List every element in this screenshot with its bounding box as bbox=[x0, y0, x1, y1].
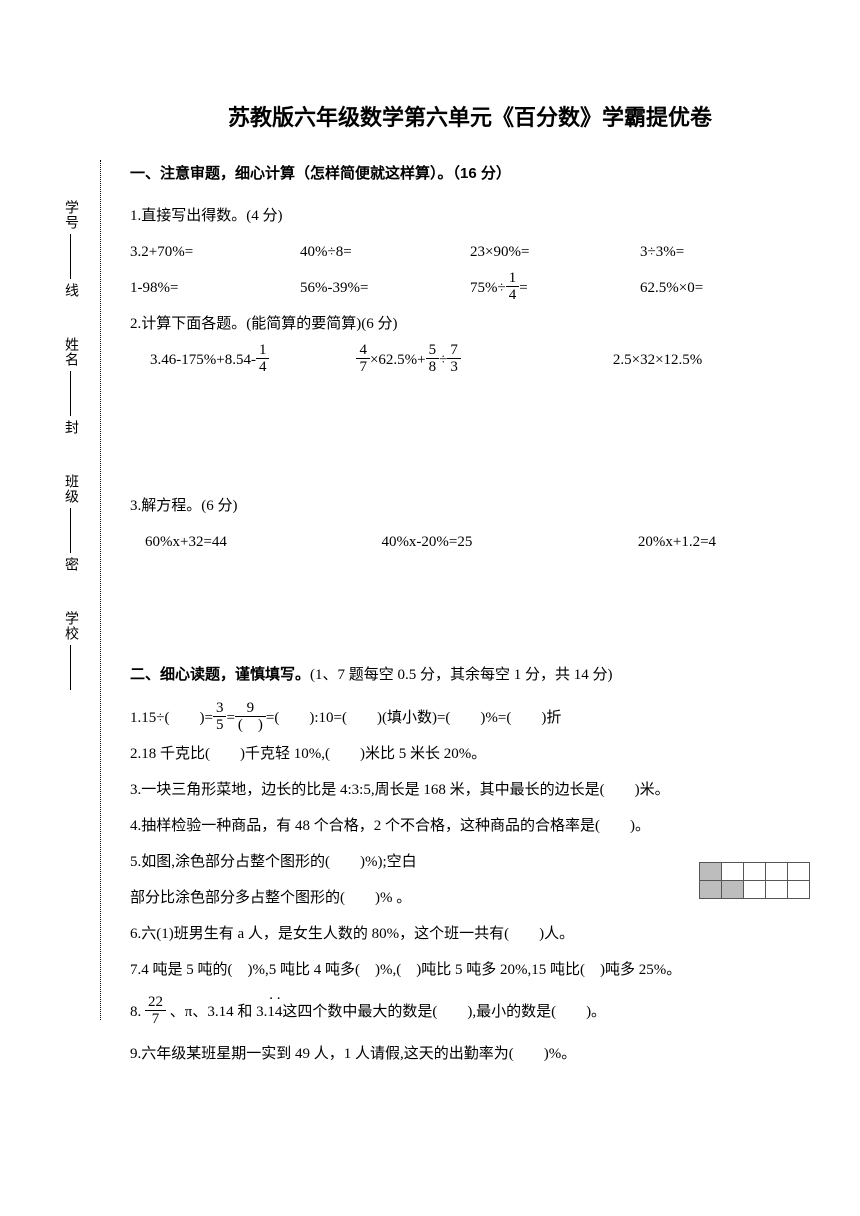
text: ×62.5%+ bbox=[370, 352, 426, 368]
expr: 3.46-175%+8.54-14 bbox=[130, 342, 356, 378]
s2-q8: 8. 227 、π、3.14 和 3.14这四个数中最大的数是( ),最小的数是… bbox=[130, 994, 810, 1030]
s2-q5: 5.如图,涂色部分占整个图形的( )%);空白 部分比涂色部分多占整个图形的( … bbox=[130, 844, 810, 916]
q1-row1: 3.2+70%= 40%÷8= 23×90%= 3÷3%= bbox=[130, 234, 810, 270]
text: ÷ bbox=[439, 352, 447, 368]
vline bbox=[70, 371, 71, 416]
fraction: 47 bbox=[356, 342, 370, 376]
text: =( ):10=( )(填小数)=( )%=( )折 bbox=[266, 710, 561, 726]
expr: 40%÷8= bbox=[300, 234, 470, 270]
s2-q7: 7.4 吨是 5 吨的( )%,5 吨比 4 吨多( )%,( )吨比 5 吨多… bbox=[130, 952, 810, 988]
text: 、π、3.14 和 3. bbox=[166, 1004, 267, 1020]
recurring-digit: 4 bbox=[275, 994, 283, 1030]
expr: 3.2+70%= bbox=[130, 234, 300, 270]
q2-row: 3.46-175%+8.54-14 47×62.5%+58÷73 2.5×32×… bbox=[130, 342, 810, 378]
grid-figure bbox=[699, 862, 810, 899]
expr: 60%x+32=44 bbox=[130, 524, 356, 560]
field-name: 姓名 bbox=[60, 337, 80, 367]
text: 3.46-175%+8.54- bbox=[150, 352, 256, 368]
s2-q2: 2.18 千克比( )千克轻 10%,( )米比 5 米长 20%。 bbox=[130, 736, 810, 772]
text: = bbox=[519, 280, 527, 296]
expr: 40%x-20%=25 bbox=[356, 524, 582, 560]
fraction: 227 bbox=[145, 994, 166, 1028]
expr: 3÷3%= bbox=[640, 234, 810, 270]
mark-xian: 线 bbox=[60, 283, 80, 297]
recurring-digit: 1 bbox=[267, 994, 275, 1030]
s2-q4: 4.抽样检验一种商品，有 48 个合格，2 个不合格，这种商品的合格率是( )。 bbox=[130, 808, 810, 844]
q1-title: 1.直接写出得数。(4 分) bbox=[130, 198, 810, 234]
text: 二、细心读题，谨慎填写。 bbox=[130, 666, 310, 683]
text: (1、7 题每空 0.5 分，其余每空 1 分，共 14 分) bbox=[310, 667, 613, 683]
text: 75%÷ bbox=[470, 280, 506, 296]
field-school: 学校 bbox=[60, 611, 80, 641]
s2-q9: 9.六年级某班星期一实到 49 人，1 人请假,这天的出勤率为( )%。 bbox=[130, 1036, 810, 1072]
fraction: 73 bbox=[447, 342, 461, 376]
fraction: 9( ) bbox=[235, 700, 266, 734]
expr: 23×90%= bbox=[470, 234, 640, 270]
expr: 2.5×32×12.5% bbox=[583, 342, 809, 378]
binding-margin: 学号 线 姓名 封 班级 密 学校 bbox=[50, 200, 90, 980]
q3-title: 3.解方程。(6 分) bbox=[130, 488, 810, 524]
mark-feng: 封 bbox=[60, 420, 80, 434]
s2-q5b: 部分比涂色部分多占整个图形的( )% 。 bbox=[130, 880, 689, 916]
expr: 47×62.5%+58÷73 bbox=[356, 342, 582, 378]
expr: 75%÷14= bbox=[470, 270, 640, 306]
expr: 62.5%×0= bbox=[640, 270, 810, 306]
text: 这四个数中最大的数是( ),最小的数是( )。 bbox=[282, 1004, 606, 1020]
page-title: 苏教版六年级数学第六单元《百分数》学霸提优卷 bbox=[130, 100, 810, 132]
expr: 1-98%= bbox=[130, 270, 300, 306]
expr: 56%-39%= bbox=[300, 270, 470, 306]
expr: 20%x+1.2=4 bbox=[583, 524, 809, 560]
fraction: 35 bbox=[213, 700, 227, 734]
field-id: 学号 bbox=[60, 200, 80, 230]
q1-row2: 1-98%= 56%-39%= 75%÷14= 62.5%×0= bbox=[130, 270, 810, 306]
s2-q6: 6.六(1)班男生有 a 人，是女生人数的 80%，这个班一共有( )人。 bbox=[130, 916, 810, 952]
vline bbox=[70, 234, 71, 279]
q2-title: 2.计算下面各题。(能简算的要简算)(6 分) bbox=[130, 306, 810, 342]
s2-q3: 3.一块三角形菜地，边长的比是 4:3:5,周长是 168 米，其中最长的边长是… bbox=[130, 772, 810, 808]
text: 1.15÷( )= bbox=[130, 710, 213, 726]
fraction: 14 bbox=[256, 342, 270, 376]
s2-q1: 1.15÷( )=35=9( )=( ):10=( )(填小数)=( )%=( … bbox=[130, 700, 810, 736]
vline bbox=[70, 508, 71, 553]
fraction: 58 bbox=[426, 342, 440, 376]
page-content: 苏教版六年级数学第六单元《百分数》学霸提优卷 一、注意审题，细心计算（怎样简便就… bbox=[130, 100, 810, 1072]
vline bbox=[70, 645, 71, 690]
fraction: 14 bbox=[506, 270, 520, 304]
field-class: 班级 bbox=[60, 474, 80, 504]
text: 8. bbox=[130, 1004, 145, 1020]
dotted-fold-line bbox=[100, 160, 101, 1020]
s2-q5a: 5.如图,涂色部分占整个图形的( )%);空白 bbox=[130, 844, 689, 880]
section2-head: 二、细心读题，谨慎填写。(1、7 题每空 0.5 分，其余每空 1 分，共 14… bbox=[130, 658, 810, 692]
q3-row: 60%x+32=44 40%x-20%=25 20%x+1.2=4 bbox=[130, 524, 810, 560]
section1-head: 一、注意审题，细心计算（怎样简便就这样算）。（16 分） bbox=[130, 157, 810, 190]
mark-mi: 密 bbox=[60, 557, 80, 571]
